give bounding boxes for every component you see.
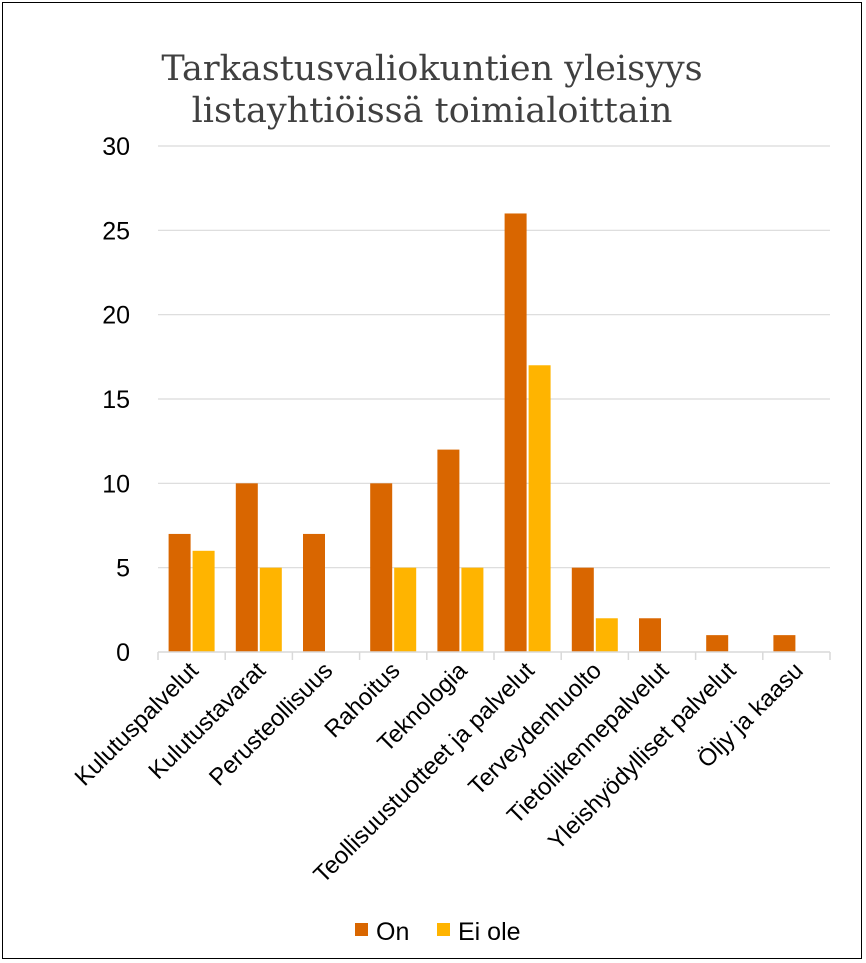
legend: On Ei ole xyxy=(355,918,521,946)
y-tick-label: 20 xyxy=(102,302,130,330)
chart-title-line-1: Tarkastusvaliokuntien yleisyys xyxy=(161,49,702,89)
gridlines xyxy=(158,145,830,569)
bar-on xyxy=(773,635,796,652)
bar-on xyxy=(706,635,729,652)
chart-title: Tarkastusvaliokuntien yleisyys listayhti… xyxy=(161,49,702,131)
bar-ei-ole xyxy=(394,567,417,652)
bar-on xyxy=(571,567,594,652)
legend-item-on: On xyxy=(355,918,409,946)
x-axis xyxy=(157,651,831,660)
bars xyxy=(168,213,796,652)
bar-ei-ole xyxy=(259,567,282,652)
y-tick-label: 0 xyxy=(116,639,130,667)
legend-label: Ei ole xyxy=(458,918,521,946)
bar-on xyxy=(235,483,258,652)
bar-ei-ole xyxy=(528,365,551,652)
x-axis-categories: KulutuspalvelutKulutustavaratPerusteolli… xyxy=(70,657,809,889)
bar-on xyxy=(639,618,661,652)
chart-title-line-2: listayhtiöissä toimialoittain xyxy=(192,91,673,131)
x-category-label: Kulutustavarat xyxy=(143,657,271,785)
y-tick-label: 10 xyxy=(102,470,130,498)
bar-on xyxy=(303,533,325,652)
bar-on xyxy=(168,533,191,652)
y-tick-label: 25 xyxy=(102,217,130,245)
bar-ei-ole xyxy=(595,618,618,652)
y-tick-label: 15 xyxy=(102,386,130,414)
bar-ei-ole xyxy=(192,550,215,652)
legend-swatch xyxy=(355,923,368,936)
y-axis-ticks: 0 5 10 15 20 25 30 xyxy=(102,133,130,667)
bar-on xyxy=(504,213,527,652)
y-tick-label: 30 xyxy=(102,133,130,161)
legend-swatch xyxy=(437,923,450,936)
bar-ei-ole xyxy=(461,567,484,652)
legend-item-ei-ole: Ei ole xyxy=(437,918,521,946)
y-tick-label: 5 xyxy=(116,555,130,583)
bar-on xyxy=(437,449,460,652)
legend-label: On xyxy=(376,918,409,946)
bar-on xyxy=(370,483,393,652)
